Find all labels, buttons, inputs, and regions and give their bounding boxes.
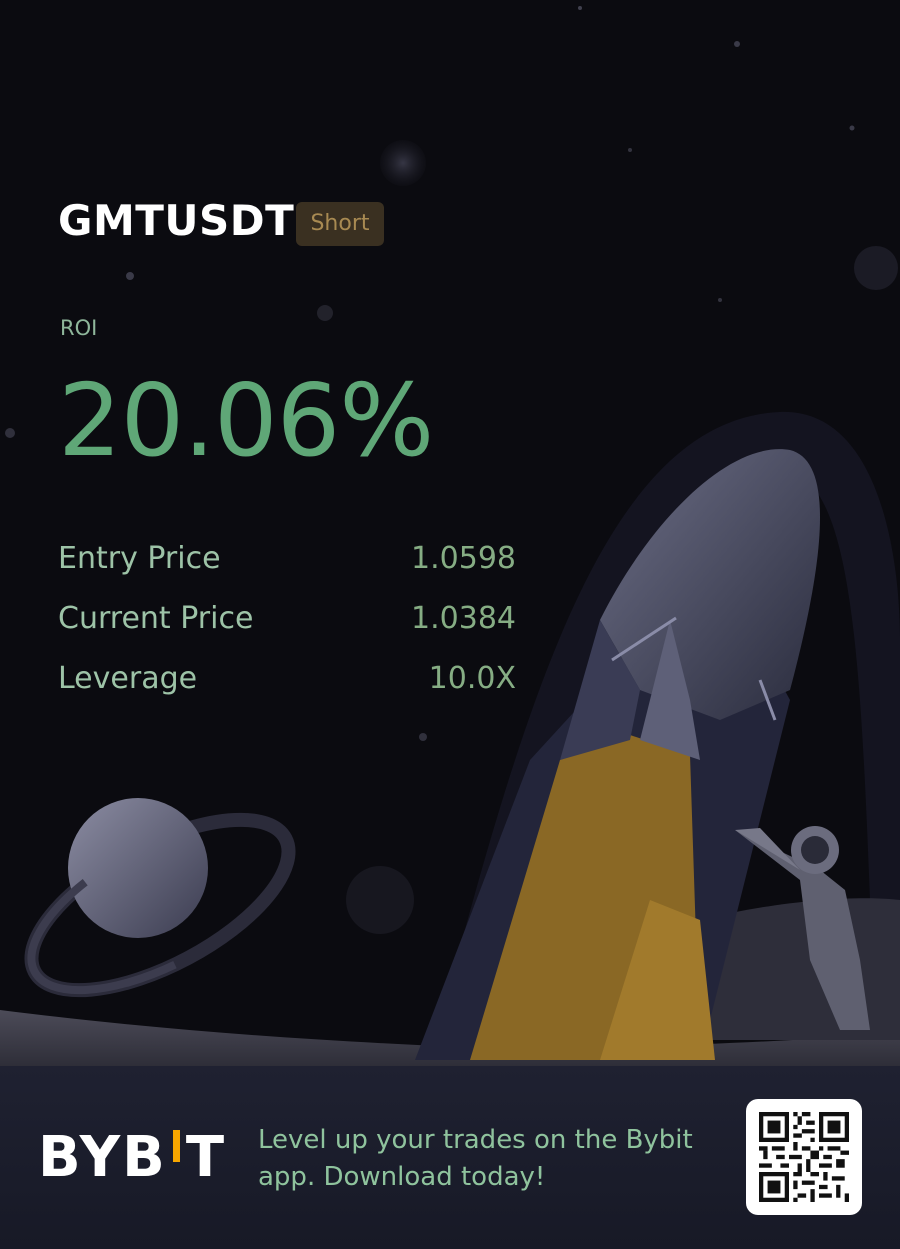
astronaut-icon bbox=[735, 826, 870, 1030]
bybit-logo: BYB T bbox=[38, 1128, 226, 1188]
bybit-logo-right: T bbox=[185, 1125, 227, 1190]
current-price-value: 1.0384 bbox=[411, 600, 516, 636]
stars-icon bbox=[5, 6, 898, 934]
promo-tagline: Level up your trades on the Bybit app. D… bbox=[258, 1125, 693, 1192]
current-price-label: Current Price bbox=[58, 600, 254, 636]
leverage-value: 10.0X bbox=[428, 660, 516, 696]
entry-price-value: 1.0598 bbox=[411, 540, 516, 576]
stat-row-current-price: Current Price 1.0384 bbox=[58, 596, 516, 640]
entry-price-label: Entry Price bbox=[58, 540, 221, 576]
qr-code-icon bbox=[759, 1112, 849, 1202]
stat-row-entry-price: Entry Price 1.0598 bbox=[58, 536, 516, 580]
roi-label: ROI bbox=[60, 316, 98, 340]
roi-value: 20.06% bbox=[58, 362, 434, 479]
rocket-icon bbox=[415, 449, 820, 1060]
position-side-badge: Short bbox=[296, 202, 384, 246]
stat-row-leverage: Leverage 10.0X bbox=[58, 656, 516, 700]
trading-pair-symbol: GMTUSDT bbox=[58, 196, 295, 245]
bybit-logo-left: BYB bbox=[38, 1125, 167, 1190]
leverage-label: Leverage bbox=[58, 660, 198, 696]
bybit-logo-accent-bar bbox=[172, 1130, 180, 1162]
planet-icon bbox=[24, 798, 296, 998]
qr-code bbox=[746, 1099, 862, 1215]
